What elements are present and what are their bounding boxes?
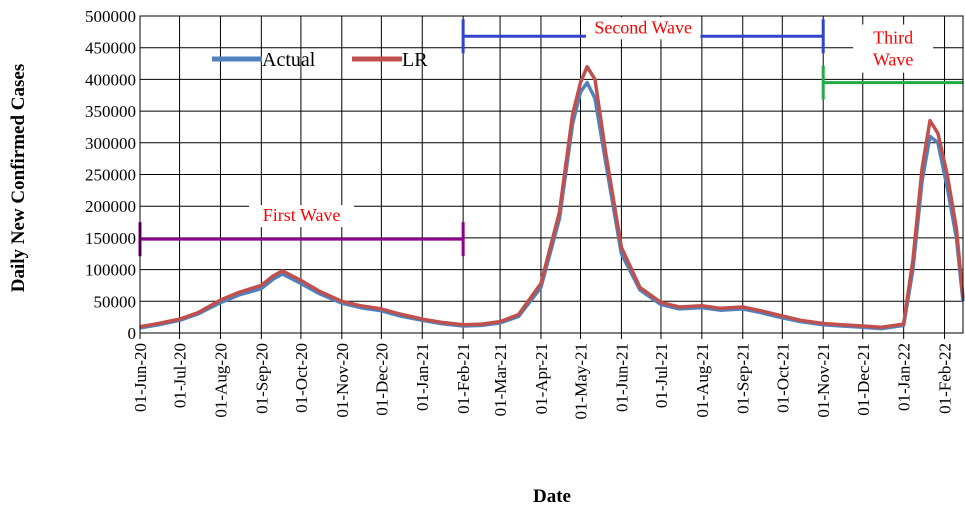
x-tick-label: 01-Apr-21: [532, 343, 551, 414]
chart-legend: Actual LR: [212, 49, 428, 71]
y-tick-label: 100000: [85, 261, 136, 280]
wave-label-line: Wave: [873, 50, 914, 70]
wave-annotation-2: Second Wave: [461, 17, 825, 54]
x-axis-title: Date: [533, 486, 571, 507]
wave-label: First Wave: [263, 205, 341, 225]
x-tick-label: 01-Nov-21: [814, 343, 833, 418]
y-tick-label: 150000: [85, 229, 136, 248]
plot-area-border: [139, 15, 964, 334]
wave-label-bg: [853, 24, 934, 73]
y-tick-label: 400000: [85, 70, 136, 89]
x-tick-label: 01-Aug-21: [693, 343, 712, 418]
x-tick-label: 01-Jul-21: [652, 343, 671, 408]
x-tick-label: 01-Jan-22: [895, 343, 914, 411]
y-tick-label: 250000: [85, 166, 136, 185]
y-tick-label: 50000: [94, 292, 137, 311]
y-tick-label: 350000: [85, 102, 136, 121]
x-tick-label: 01-Aug-20: [211, 343, 230, 418]
wave-label-bg: [585, 17, 701, 40]
x-tick-label: 01-Dec-21: [854, 343, 873, 416]
y-tick-label: 500000: [85, 7, 136, 26]
x-tick-label: 01-Sep-21: [734, 343, 753, 414]
series-line-lr: [139, 64, 965, 330]
x-tick-label: 01-Oct-21: [773, 343, 792, 413]
y-tick-label: 0: [128, 324, 137, 343]
x-tick-label: 01-Jul-20: [171, 343, 190, 408]
x-tick-label: 01-Nov-20: [333, 343, 352, 418]
legend-label-lr: LR: [402, 49, 428, 71]
x-tick-label: 01-Mar-21: [491, 343, 510, 416]
x-tick-label: 01-Feb-21: [454, 343, 473, 414]
x-tick-label: 01-Oct-20: [292, 343, 311, 413]
x-tick-label: 01-Sep-20: [252, 343, 271, 414]
chart-axes: [139, 15, 964, 339]
y-tick-label: 300000: [85, 134, 136, 153]
y-axis-title: Daily New Confirmed Cases: [8, 64, 29, 293]
x-tick-label: 01-Dec-20: [372, 343, 391, 416]
chart-series: [139, 64, 965, 331]
x-tick-label: 01-Jan-21: [413, 343, 432, 411]
wave-annotation-1: First Wave: [138, 205, 465, 257]
x-tick-label: 01-May-21: [572, 343, 591, 419]
x-tick-label: 01-Jun-21: [612, 343, 631, 412]
y-tick-label: 450000: [85, 39, 136, 58]
x-tick-label: 01-Feb-22: [936, 343, 955, 414]
y-tick-labels: 0 50000 100000 150000 200000 250000 300000 3500…: [85, 7, 136, 343]
wave-label-bg: [249, 205, 355, 228]
y-tick-label: 200000: [85, 197, 136, 216]
wave-label: Second Wave: [594, 17, 692, 37]
x-tick-label: 01-Jun-20: [131, 343, 150, 412]
wave-label-line: Third: [873, 28, 913, 48]
legend-label-actual: Actual: [262, 49, 316, 71]
x-tick-labels: 01-Jun-20 01-Jul-20 01-Aug-20 01-Sep-20 01-O…: [131, 343, 955, 419]
